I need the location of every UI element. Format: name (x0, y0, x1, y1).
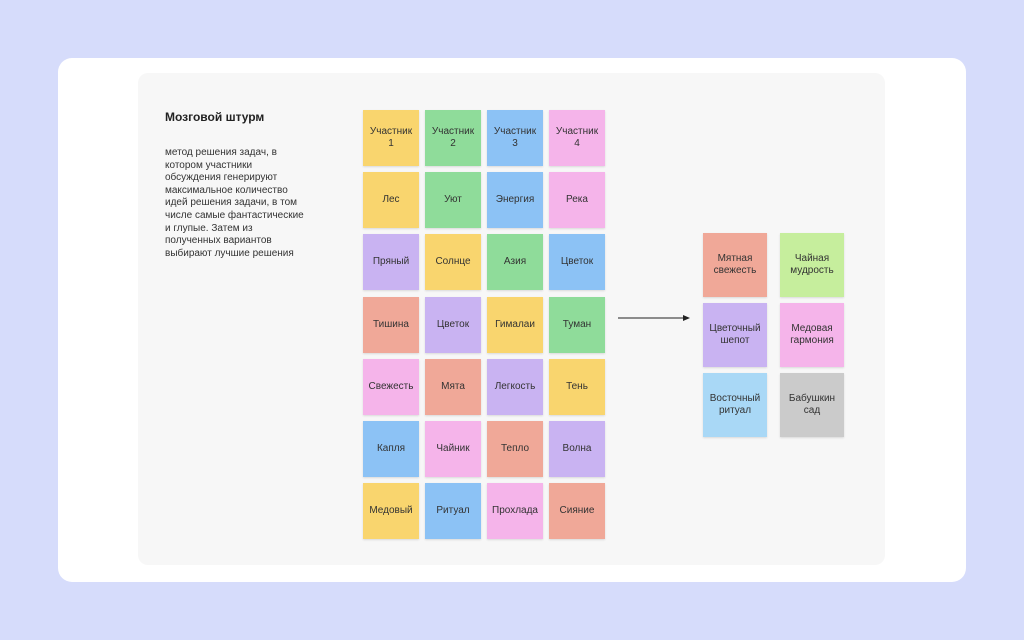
note-text: Ритуал (436, 505, 470, 517)
note-text: Тень (566, 380, 588, 392)
sticky-note: Прохлада (487, 483, 543, 540)
sticky-note: Река (549, 172, 605, 229)
sticky-note: Мята (425, 358, 481, 415)
note-text: Цветок (436, 318, 470, 330)
note-text: Солнце (435, 256, 471, 268)
note-text: Цветок (560, 256, 594, 268)
note-text: Тепло (500, 443, 530, 454)
note-text: 2 (450, 138, 456, 149)
note-text: Сияние (559, 505, 595, 517)
note-text: Туман (562, 318, 592, 330)
description-line: котором участники (165, 159, 253, 171)
description-line: полученных вариантов (165, 235, 272, 247)
description-line: обсуждения генерируют (165, 172, 278, 184)
sticky-note: Медовый (363, 483, 419, 540)
note-text: Пряный (372, 256, 410, 268)
note-text: Участник (369, 126, 413, 137)
note-text: Восточный (709, 393, 761, 404)
note-text: Свежесть (368, 380, 414, 392)
note-text: Участник (493, 126, 537, 137)
note-text: Медовый (369, 505, 413, 517)
sticky-note: Участник 1 (363, 110, 419, 166)
description-line: метод решения задач, в (165, 147, 277, 158)
note-text: Уют (444, 194, 462, 206)
note-text: Участник (431, 126, 475, 137)
sticky-note: Уют (425, 172, 481, 229)
sticky-note: Волна (549, 421, 605, 477)
note-text: гармония (790, 335, 834, 346)
note-text: сад (803, 405, 821, 416)
note-text: Мятная (717, 253, 753, 264)
sticky-note: Азия (487, 234, 543, 291)
sticky-note: Цветочный шепот (703, 303, 767, 367)
note-text: ритуал (718, 405, 752, 416)
sticky-note: Свежесть (363, 358, 419, 415)
note-text: Мята (441, 380, 465, 392)
note-text: Лес (382, 194, 400, 206)
sticky-note: Энергия (487, 172, 543, 229)
note-text: Энергия (495, 194, 535, 206)
note-text: 1 (388, 138, 394, 149)
sticky-note: Участник 2 (425, 110, 481, 166)
sticky-note: Участник 3 (487, 110, 543, 166)
sticky-note: Мятная свежесть (703, 233, 767, 297)
sticky-note: Участник 4 (549, 110, 605, 166)
sticky-note: Ритуал (425, 483, 481, 540)
note-text: Чайник (436, 443, 470, 454)
sticky-note: Сияние (549, 483, 605, 540)
note-text: Участник (555, 126, 599, 137)
note-text: свежесть (713, 265, 757, 276)
sticky-note: Капля (363, 421, 419, 477)
sticky-note: Восточный ритуал (703, 373, 767, 437)
title: Мозговой штурм (165, 110, 265, 124)
note-text: Легкость (494, 380, 536, 392)
note-text: Капля (376, 443, 406, 454)
note-text: Медовая (791, 323, 833, 334)
note-text: 4 (574, 138, 580, 149)
arrow-head (683, 315, 690, 321)
sticky-note: Тень (549, 358, 605, 415)
sticky-note: Лес (363, 172, 419, 229)
sticky-note: Цветок (425, 296, 481, 353)
note-text: Волна (562, 443, 592, 454)
description-line: числе самые фантастические (165, 209, 304, 221)
description-line: и глупые. Затем из (165, 222, 253, 234)
sticky-note: Тепло (487, 421, 543, 477)
note-text: мудрость (790, 265, 834, 276)
sticky-note: Гималаи (487, 296, 543, 353)
sticky-note: Чайник (425, 421, 481, 477)
note-text: Бабушкин (788, 393, 836, 404)
sticky-note: Легкость (487, 358, 543, 415)
sticky-note: Чайная мудрость (780, 233, 844, 297)
description-line: идей решения задачи, в том (165, 197, 298, 209)
sticky-note: Цветок (549, 234, 605, 291)
description-line: выбирают лучшие решения (165, 247, 294, 259)
note-text: Река (566, 194, 588, 206)
note-text: Тишина (373, 318, 409, 330)
sticky-note: Туман (549, 296, 605, 353)
note-text: Прохлада (492, 505, 538, 517)
description: метод решения задач, в котором участники о… (165, 147, 304, 260)
sticky-note: Бабушкин сад (780, 373, 844, 437)
sticky-note: Пряный (363, 234, 419, 291)
note-text: Чайная (794, 253, 830, 264)
sticky-note: Медовая гармония (780, 303, 844, 367)
sticky-note: Тишина (363, 296, 419, 353)
note-text: Азия (503, 256, 527, 268)
description-line: максимальное количество (165, 184, 288, 196)
sticky-note: Солнце (425, 234, 481, 291)
note-text: шепот (720, 335, 750, 346)
note-text: 3 (512, 138, 518, 149)
note-text: Цветочный (709, 323, 761, 334)
note-text: Гималаи (495, 318, 535, 330)
